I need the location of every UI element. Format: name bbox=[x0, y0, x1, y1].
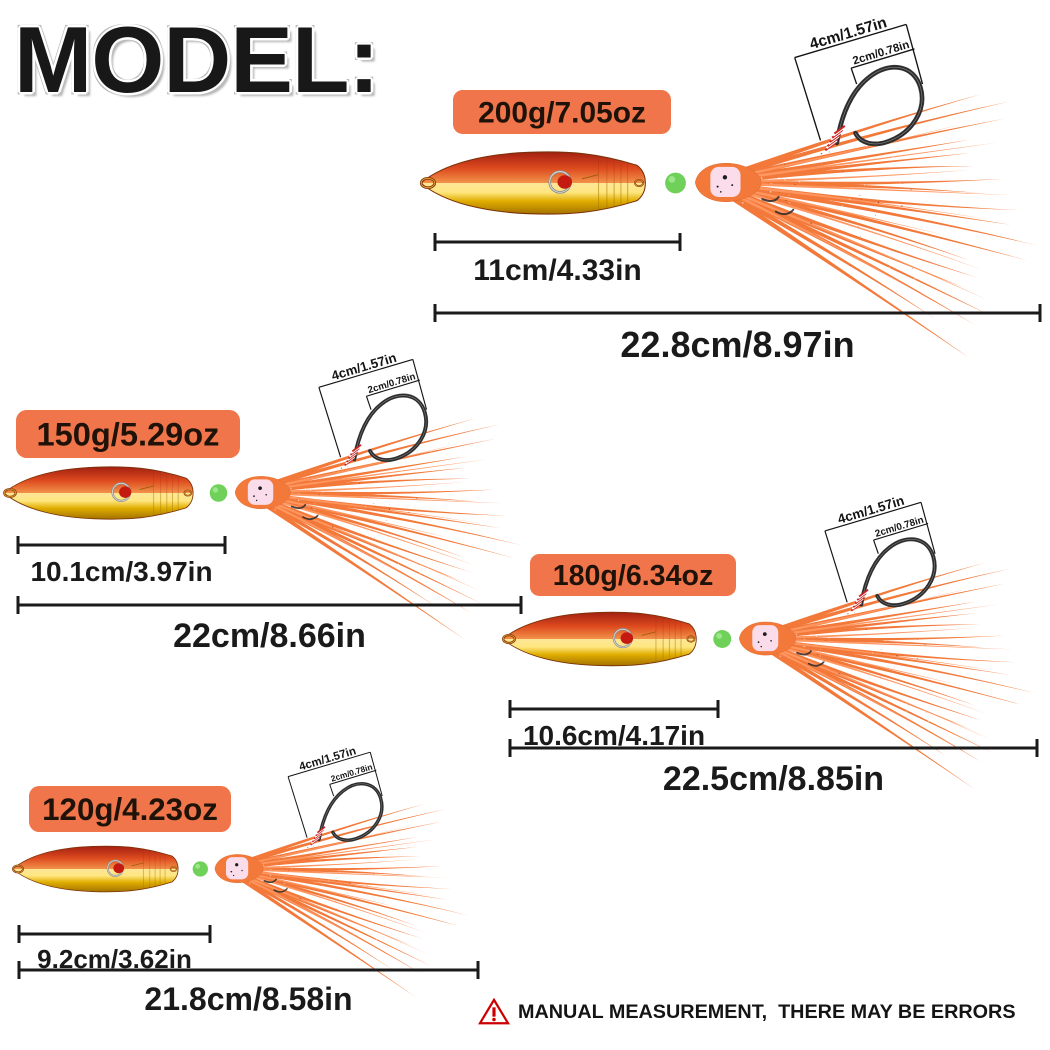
svg-text:150g/5.29oz: 150g/5.29oz bbox=[37, 416, 220, 453]
svg-text:22cm/8.66in: 22cm/8.66in bbox=[173, 617, 366, 655]
svg-text:22.5cm/8.85in: 22.5cm/8.85in bbox=[663, 760, 884, 798]
svg-text:180g/6.34oz: 180g/6.34oz bbox=[553, 560, 714, 592]
svg-text:10.1cm/3.97in: 10.1cm/3.97in bbox=[30, 556, 212, 587]
svg-text:22.8cm/8.97in: 22.8cm/8.97in bbox=[620, 324, 854, 365]
svg-text:200g/7.05oz: 200g/7.05oz bbox=[478, 97, 646, 130]
svg-text:120g/4.23oz: 120g/4.23oz bbox=[42, 792, 218, 827]
svg-text:10.6cm/4.17in: 10.6cm/4.17in bbox=[523, 720, 705, 751]
svg-text:11cm/4.33in: 11cm/4.33in bbox=[473, 254, 641, 287]
svg-text:21.8cm/8.58in: 21.8cm/8.58in bbox=[144, 981, 352, 1017]
